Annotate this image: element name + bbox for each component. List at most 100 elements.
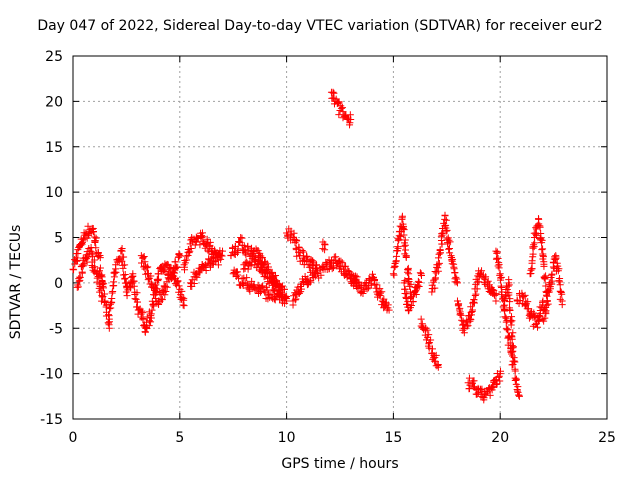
data-point bbox=[465, 374, 473, 382]
data-point bbox=[373, 281, 381, 289]
data-point bbox=[540, 274, 548, 282]
data-point bbox=[480, 394, 488, 402]
data-point bbox=[127, 284, 135, 292]
y-tick-label: 25 bbox=[45, 49, 63, 65]
data-point bbox=[532, 230, 540, 238]
data-point bbox=[129, 270, 137, 278]
data-point bbox=[548, 277, 556, 285]
data-point bbox=[203, 235, 211, 243]
data-point bbox=[98, 293, 106, 301]
data-point bbox=[75, 275, 83, 283]
data-point bbox=[506, 307, 514, 315]
data-point bbox=[151, 284, 159, 292]
data-point bbox=[436, 249, 444, 257]
data-point bbox=[431, 284, 439, 292]
data-point bbox=[206, 238, 214, 246]
data-point bbox=[467, 303, 475, 311]
data-point bbox=[543, 301, 551, 309]
data-point bbox=[528, 259, 536, 267]
data-point bbox=[540, 260, 548, 268]
data-point bbox=[300, 248, 308, 256]
data-point bbox=[511, 365, 519, 373]
data-point bbox=[446, 244, 454, 252]
data-point bbox=[412, 291, 420, 299]
data-point bbox=[107, 298, 115, 306]
data-point bbox=[434, 254, 442, 262]
data-point bbox=[435, 250, 443, 258]
data-point bbox=[453, 275, 461, 283]
data-point bbox=[401, 277, 409, 285]
data-point bbox=[525, 314, 533, 322]
data-point bbox=[196, 267, 204, 275]
data-point bbox=[87, 243, 95, 251]
data-point bbox=[176, 252, 184, 260]
data-point bbox=[317, 271, 325, 279]
data-point bbox=[181, 259, 189, 267]
data-point bbox=[428, 345, 436, 353]
data-point bbox=[497, 283, 505, 291]
data-point bbox=[161, 266, 169, 274]
data-point bbox=[494, 254, 502, 262]
data-point bbox=[185, 249, 193, 257]
data-point bbox=[451, 268, 459, 276]
y-tick-label: -15 bbox=[40, 412, 63, 428]
x-tick-label: 20 bbox=[491, 430, 509, 446]
data-point bbox=[70, 266, 78, 274]
data-point bbox=[464, 322, 472, 330]
data-point bbox=[244, 265, 252, 273]
axis-ticks bbox=[72, 55, 608, 420]
data-point bbox=[241, 265, 249, 273]
data-point bbox=[290, 229, 298, 237]
data-point bbox=[347, 116, 355, 124]
data-point bbox=[227, 251, 235, 259]
data-point bbox=[337, 102, 345, 110]
data-point bbox=[418, 320, 426, 328]
data-point bbox=[178, 287, 186, 295]
data-point bbox=[435, 259, 443, 267]
data-point bbox=[514, 388, 522, 396]
data-point bbox=[363, 285, 371, 293]
data-point bbox=[249, 251, 257, 259]
data-point bbox=[198, 232, 206, 240]
data-point bbox=[503, 285, 511, 293]
data-point bbox=[84, 253, 92, 261]
data-point bbox=[470, 296, 478, 304]
data-point bbox=[167, 273, 175, 281]
data-point bbox=[555, 265, 563, 273]
data-point bbox=[540, 317, 548, 325]
data-point bbox=[450, 265, 458, 273]
data-point bbox=[390, 271, 398, 279]
data-point bbox=[552, 255, 560, 263]
data-point bbox=[173, 278, 181, 286]
data-point bbox=[217, 251, 225, 259]
data-point bbox=[369, 270, 377, 278]
data-point bbox=[139, 316, 147, 324]
data-point bbox=[509, 347, 517, 355]
data-point bbox=[508, 342, 516, 350]
data-point bbox=[155, 300, 163, 308]
chart-title: Day 047 of 2022, Sidereal Day-to-day VTE… bbox=[37, 18, 603, 34]
data-point bbox=[402, 253, 410, 261]
data-point bbox=[155, 275, 163, 283]
data-point bbox=[139, 309, 147, 317]
data-point bbox=[488, 285, 496, 293]
data-point bbox=[392, 258, 400, 266]
data-point bbox=[425, 331, 433, 339]
data-point bbox=[378, 288, 386, 296]
data-point bbox=[158, 295, 166, 303]
data-point bbox=[496, 377, 504, 385]
data-point bbox=[192, 238, 200, 246]
data-point bbox=[445, 236, 453, 244]
data-point bbox=[133, 289, 141, 297]
data-point bbox=[346, 121, 354, 129]
data-point bbox=[535, 313, 543, 321]
x-tick-label: 5 bbox=[175, 430, 184, 446]
data-point bbox=[480, 274, 488, 282]
data-point bbox=[196, 241, 204, 249]
data-point bbox=[192, 273, 200, 281]
data-point bbox=[382, 299, 390, 307]
y-tick-label: 0 bbox=[54, 276, 63, 292]
data-point bbox=[175, 251, 183, 259]
data-point bbox=[111, 269, 119, 277]
data-point bbox=[507, 318, 515, 326]
